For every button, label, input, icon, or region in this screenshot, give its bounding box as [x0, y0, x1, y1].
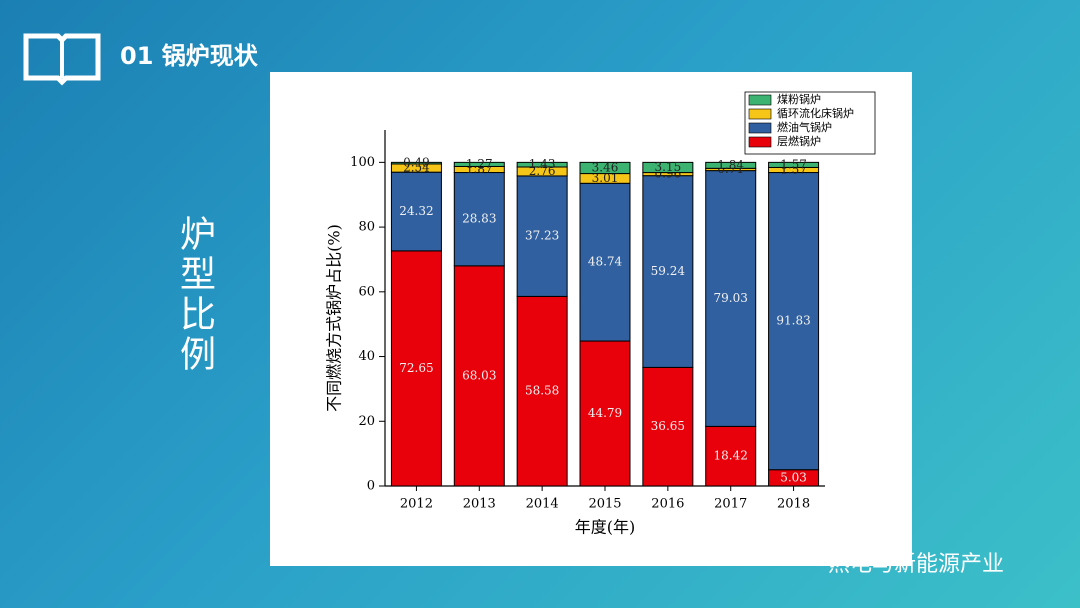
bar-segment	[705, 425, 757, 487]
bar-segment	[516, 295, 568, 487]
book-icon	[23, 33, 101, 86]
bar-segment	[768, 172, 820, 471]
bar-segment	[390, 161, 442, 165]
bar-segment	[579, 182, 631, 342]
chart-panel: 0 20 40 60 80 100 不同燃烧方式锅炉占比(%) 年度(年) 2012 72.65 2…	[270, 72, 912, 566]
bar-segment	[453, 172, 505, 267]
y-tick-label: 0	[367, 479, 375, 494]
bar-segment	[516, 161, 568, 168]
legend-label: 煤粉锅炉	[777, 93, 821, 106]
bar-segment	[453, 265, 505, 487]
data-label: 79.03	[714, 291, 748, 305]
x-tick-label: 2018	[777, 497, 810, 512]
data-label: 1.43	[529, 157, 556, 171]
x-tick-label: 2013	[463, 497, 496, 512]
side-title: 炉型比例	[174, 215, 215, 375]
legend-label: 循环流化床锅炉	[777, 106, 854, 120]
data-label: 59.24	[651, 264, 686, 278]
data-label: 48.74	[588, 255, 623, 269]
y-tick-label: 20	[358, 414, 375, 429]
bar-segment	[390, 171, 442, 252]
bar-segment	[579, 161, 631, 175]
data-label: 1.27	[466, 157, 493, 171]
data-label: 28.83	[462, 212, 496, 226]
bar-segment	[705, 161, 757, 169]
data-label: 0.49	[403, 156, 430, 170]
x-tick-label: 2012	[400, 497, 433, 512]
data-label: 5.03	[780, 470, 807, 484]
bar-segment	[453, 161, 505, 167]
legend-label: 燃油气锅炉	[777, 120, 832, 134]
data-label: 72.65	[399, 361, 433, 375]
data-label: 1.84	[717, 158, 744, 172]
y-tick-label: 40	[358, 349, 375, 364]
y-tick-label: 60	[358, 284, 375, 299]
data-label: 3.15	[654, 160, 681, 174]
legend-swatch	[748, 122, 772, 134]
data-label: 37.23	[525, 229, 559, 243]
y-tick-label: 80	[358, 220, 375, 235]
legend-swatch	[748, 94, 772, 106]
data-label: 58.58	[525, 384, 559, 398]
legend-label: 层燃锅炉	[777, 134, 821, 148]
legend-swatch	[748, 108, 772, 120]
x-tick-label: 2014	[526, 497, 559, 512]
bar-segment	[768, 161, 820, 168]
bar-segment	[516, 175, 568, 297]
bar-segment	[705, 170, 757, 427]
data-label: 3.46	[592, 160, 619, 174]
y-axis-label: 不同燃烧方式锅炉占比(%)	[325, 224, 344, 412]
data-label: 24.32	[399, 204, 433, 218]
data-label: 68.03	[462, 368, 496, 382]
data-label: 44.79	[588, 406, 622, 420]
chart: 0 20 40 60 80 100 不同燃烧方式锅炉占比(%) 年度(年) 2012 72.65 2…	[325, 91, 876, 537]
bar-segment	[579, 340, 631, 487]
x-tick-label: 2017	[714, 497, 747, 512]
x-tick-label: 2016	[651, 497, 684, 512]
bar-segment	[642, 161, 694, 174]
legend-swatch	[748, 136, 772, 148]
data-label: 36.65	[651, 419, 685, 433]
y-tick-label: 100	[350, 155, 375, 170]
watermark: 热电与新能源产业	[828, 552, 1005, 577]
data-label: 18.42	[714, 449, 748, 463]
x-axis-label: 年度(年)	[575, 518, 636, 537]
data-label: 1.57	[780, 157, 807, 171]
x-tick-label: 2015	[588, 497, 621, 512]
data-label: 91.83	[776, 314, 810, 328]
slide-title: 01 锅炉现状	[120, 42, 258, 70]
data-label: 3.01	[592, 171, 619, 185]
